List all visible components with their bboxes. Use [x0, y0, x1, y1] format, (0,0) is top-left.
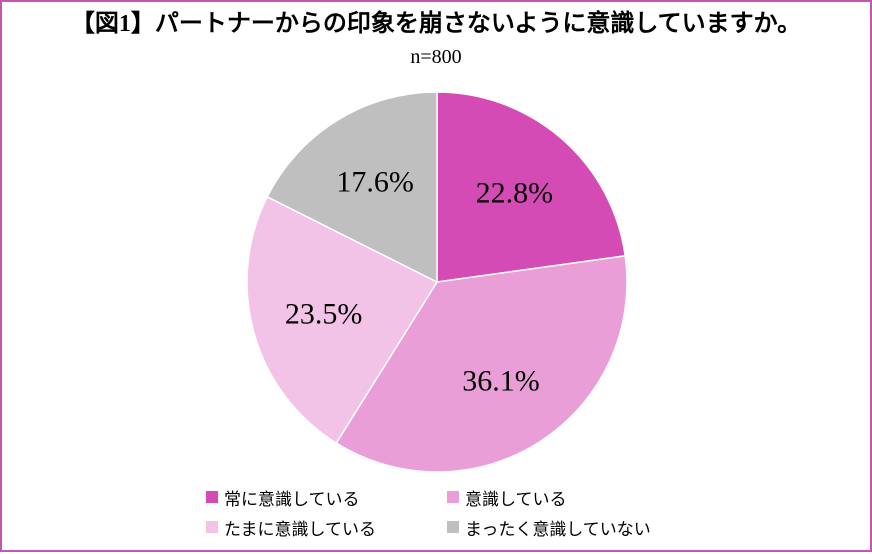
legend-item-2: 意識している [447, 485, 567, 509]
chart-title: 【図1】パートナーからの印象を崩さないように意識していますか。 [70, 11, 802, 37]
legend-swatch-4 [447, 521, 459, 533]
legend-label-1: 常に意識している [224, 489, 360, 509]
pie-slice-4 [266, 91, 438, 284]
data-label-1: 22.8% [476, 177, 554, 210]
data-label-3: 23.5% [285, 297, 363, 330]
pie-slice-1 [436, 91, 627, 283]
legend-label-4: まったく意識していない [465, 519, 651, 539]
legend-item-3: たまに意識している [206, 515, 376, 539]
legend: 常に意識している 意識している たまに意識している まったく意識していない [206, 485, 726, 545]
pie-slice-2 [335, 254, 628, 473]
pie-slices [246, 91, 628, 473]
data-label-4: 17.6% [336, 165, 414, 198]
data-labels: 22.8% 36.1% 23.5% 17.6% [285, 165, 553, 397]
legend-item-4: まったく意識していない [447, 515, 651, 539]
legend-label-2: 意識している [465, 489, 567, 509]
legend-label-3: たまに意識している [224, 519, 376, 539]
chart-subtitle: n=800 [410, 46, 462, 68]
legend-swatch-2 [447, 491, 459, 503]
data-label-2: 36.1% [462, 364, 540, 397]
legend-item-1: 常に意識している [206, 485, 360, 509]
legend-swatch-1 [206, 491, 218, 503]
legend-swatch-3 [206, 521, 218, 533]
